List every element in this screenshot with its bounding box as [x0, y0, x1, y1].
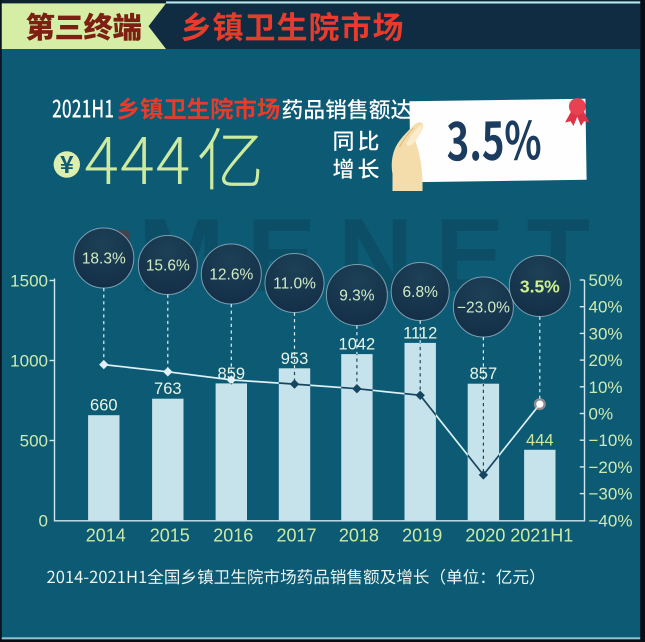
- svg-text:−20%: −20%: [589, 458, 633, 477]
- svg-text:11.0%: 11.0%: [273, 276, 316, 293]
- svg-text:9.3%: 9.3%: [339, 288, 375, 305]
- svg-text:30%: 30%: [589, 324, 623, 343]
- svg-text:0%: 0%: [589, 405, 614, 424]
- svg-text:1000: 1000: [10, 352, 48, 371]
- svg-text:2015: 2015: [150, 526, 190, 546]
- svg-text:2016: 2016: [213, 526, 253, 546]
- svg-text:15.6%: 15.6%: [146, 258, 190, 275]
- svg-text:1500: 1500: [10, 272, 48, 291]
- svg-text:40%: 40%: [589, 298, 623, 317]
- svg-text:12.6%: 12.6%: [209, 267, 253, 284]
- svg-text:−40%: −40%: [589, 511, 633, 530]
- svg-text:2018: 2018: [339, 526, 379, 546]
- svg-text:10%: 10%: [589, 378, 623, 397]
- svg-text:−30%: −30%: [589, 485, 633, 504]
- svg-text:50%: 50%: [589, 271, 623, 290]
- svg-text:2014: 2014: [86, 526, 126, 546]
- svg-text:2020: 2020: [465, 526, 505, 546]
- svg-text:6.8%: 6.8%: [403, 284, 439, 301]
- svg-text:857: 857: [470, 365, 498, 383]
- svg-text:3.5%: 3.5%: [520, 277, 560, 297]
- svg-text:20%: 20%: [589, 351, 623, 370]
- svg-text:−23.0%: −23.0%: [457, 300, 510, 317]
- svg-text:500: 500: [20, 432, 48, 451]
- svg-text:1042: 1042: [339, 336, 376, 354]
- svg-text:660: 660: [90, 397, 118, 415]
- svg-text:2021H1: 2021H1: [510, 526, 573, 546]
- svg-text:763: 763: [154, 380, 182, 398]
- svg-text:2019: 2019: [402, 526, 442, 546]
- svg-text:−10%: −10%: [589, 431, 633, 450]
- svg-text:18.3%: 18.3%: [82, 251, 126, 268]
- svg-text:2017: 2017: [276, 526, 316, 546]
- svg-text:444: 444: [526, 431, 554, 449]
- svg-text:1112: 1112: [403, 324, 437, 342]
- svg-text:0: 0: [39, 512, 48, 531]
